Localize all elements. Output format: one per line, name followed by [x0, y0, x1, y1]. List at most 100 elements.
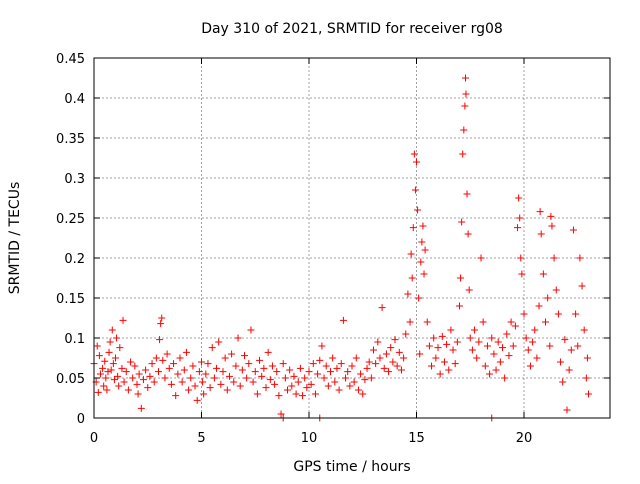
data-point: [241, 352, 248, 360]
y-tick-label: 0.15: [56, 292, 85, 307]
x-tick-label: 5: [197, 431, 205, 446]
data-point: [567, 346, 575, 354]
data-point: [99, 364, 107, 372]
data-point: [462, 74, 470, 82]
data-point: [465, 286, 473, 294]
y-tick-label: 0.1: [64, 332, 85, 347]
data-point: [481, 362, 489, 370]
data-point: [580, 326, 588, 334]
data-point: [299, 392, 307, 400]
data-point: [554, 310, 562, 318]
data-point: [496, 358, 504, 366]
data-point: [395, 348, 403, 356]
data-point: [391, 336, 399, 344]
data-point: [204, 360, 212, 368]
data-point: [529, 338, 537, 346]
data-point: [583, 354, 591, 362]
data-point: [550, 254, 558, 262]
data-point: [142, 366, 150, 374]
data-point: [479, 318, 487, 326]
data-point: [107, 366, 115, 374]
data-point: [501, 374, 509, 382]
data-point: [406, 318, 414, 326]
data-point: [526, 362, 534, 370]
data-point: [348, 362, 356, 370]
data-point: [578, 282, 586, 290]
data-point: [509, 342, 517, 350]
data-point: [409, 224, 417, 232]
data-point: [119, 316, 127, 324]
data-point: [266, 376, 274, 384]
y-tick-label: 0.45: [56, 52, 85, 67]
data-point: [582, 374, 590, 382]
data-point: [385, 368, 393, 376]
data-point: [503, 330, 511, 338]
data-point: [95, 352, 103, 360]
data-point: [335, 386, 343, 394]
data-point: [464, 230, 472, 238]
data-point: [174, 370, 182, 378]
data-point: [417, 258, 425, 266]
data-point: [342, 374, 350, 382]
data-point: [574, 342, 582, 350]
data-point: [438, 332, 446, 340]
data-point: [451, 360, 459, 368]
data-point: [563, 406, 571, 414]
data-point: [178, 378, 186, 386]
data-point: [193, 396, 201, 404]
data-point: [286, 366, 294, 374]
data-point: [176, 354, 184, 362]
data-point: [408, 274, 416, 282]
data-point: [539, 270, 547, 278]
data-point: [517, 254, 525, 262]
data-point: [191, 382, 199, 390]
data-point: [440, 358, 448, 366]
data-point: [572, 310, 580, 318]
data-point: [172, 392, 180, 400]
data-point: [505, 352, 513, 360]
data-point: [258, 372, 266, 380]
data-point: [247, 326, 255, 334]
data-point: [531, 326, 539, 334]
data-point: [367, 374, 375, 382]
data-point: [463, 190, 471, 198]
data-point: [363, 364, 371, 372]
data-point: [294, 378, 302, 386]
data-point: [370, 346, 377, 354]
data-point: [318, 342, 326, 350]
data-point: [277, 410, 285, 418]
data-point: [185, 386, 193, 394]
data-point: [150, 378, 158, 386]
data-point: [155, 368, 162, 376]
data-point: [157, 320, 165, 328]
data-point: [359, 390, 367, 398]
data-point: [354, 386, 362, 394]
grid-lines: [94, 58, 610, 418]
data-point: [511, 322, 519, 330]
data-point: [124, 386, 132, 394]
data-point: [537, 230, 545, 238]
chart-title: Day 310 of 2021, SRMTID for receiver rg0…: [201, 21, 503, 37]
data-point: [461, 102, 469, 110]
data-point: [115, 382, 123, 390]
data-point: [152, 354, 160, 362]
data-point: [473, 354, 481, 362]
data-point: [195, 368, 203, 376]
data-point: [331, 378, 339, 386]
data-point: [279, 360, 287, 368]
data-point: [486, 370, 494, 378]
y-axis-label: SRMTID / TECUs: [7, 182, 23, 295]
data-point: [182, 348, 190, 356]
data-point: [133, 380, 141, 388]
data-point: [234, 334, 242, 342]
data-point: [120, 378, 128, 386]
data-point: [303, 384, 311, 392]
data-point: [471, 326, 479, 334]
data-point: [189, 362, 197, 370]
data-point: [290, 372, 298, 380]
data-point: [262, 384, 270, 392]
data-point: [93, 342, 101, 350]
data-point: [415, 294, 423, 302]
data-point: [434, 344, 442, 352]
data-point: [357, 370, 365, 378]
